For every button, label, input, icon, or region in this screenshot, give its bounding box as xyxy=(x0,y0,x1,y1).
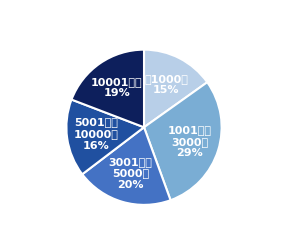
Wedge shape xyxy=(82,127,171,205)
Text: 5001円～
10000円
16%: 5001円～ 10000円 16% xyxy=(74,117,119,151)
Text: 1001円～
3000円
29%: 1001円～ 3000円 29% xyxy=(168,125,212,158)
Wedge shape xyxy=(144,50,207,127)
Text: ～1000円
15%: ～1000円 15% xyxy=(144,74,188,95)
Wedge shape xyxy=(144,82,222,200)
Wedge shape xyxy=(66,100,144,174)
Text: 10001円～
19%: 10001円～ 19% xyxy=(91,77,142,99)
Text: 3001円～
5000円
20%: 3001円～ 5000円 20% xyxy=(108,157,152,190)
Wedge shape xyxy=(71,50,144,127)
